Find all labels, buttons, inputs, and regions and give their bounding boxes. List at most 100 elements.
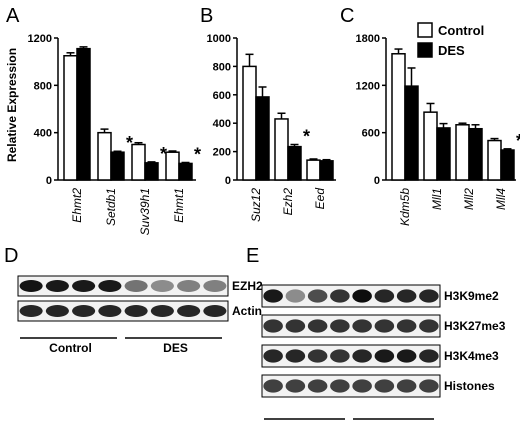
bar-des (144, 162, 159, 181)
bar-des (404, 85, 419, 181)
bar-control (97, 131, 112, 181)
bar-des (500, 149, 515, 181)
bar-control (165, 151, 180, 181)
blot-band (396, 319, 417, 333)
y-tick-label: 600 (362, 128, 380, 140)
blot-band (263, 289, 283, 303)
blot-band (124, 280, 148, 292)
blot-row-label: H3K27me3 (444, 319, 506, 333)
legend: Control DES (417, 22, 484, 58)
blot-band (177, 280, 201, 292)
category-label: Mll4 (494, 188, 508, 210)
blot-band (285, 289, 306, 303)
group-label: Control (49, 341, 92, 355)
bar-control (242, 65, 257, 181)
blot-band (203, 280, 227, 292)
category-label: Mll2 (462, 188, 476, 210)
bar-des (110, 151, 125, 181)
blot-band (330, 349, 350, 363)
blot-strip (261, 374, 441, 398)
blot-band (19, 280, 43, 292)
blot-band (45, 280, 69, 292)
blot-band (352, 319, 372, 333)
significance-star: * (160, 144, 167, 164)
bar-des (319, 160, 334, 181)
blot-band (72, 305, 96, 317)
western-blot-e: H3K9me2H3K27me3H3K4me3HistonesControlDES (261, 284, 506, 428)
bar-control (423, 111, 438, 181)
blot-band (374, 349, 395, 363)
blot-band (374, 379, 395, 393)
blot-band (98, 305, 122, 317)
blot-band (72, 280, 96, 292)
blot-strip (17, 275, 229, 297)
blot-band (419, 349, 439, 363)
category-label: Suz12 (249, 188, 263, 222)
blot-strip (261, 344, 441, 368)
blot-band (396, 379, 417, 393)
bar-control (391, 53, 406, 181)
bar-control (487, 139, 502, 181)
blot-band (352, 379, 372, 393)
blot-band (307, 349, 328, 363)
panel-label-c: C (340, 5, 354, 27)
bar-control (306, 159, 321, 181)
y-tick-label: 0 (374, 175, 380, 187)
blot-band (285, 379, 306, 393)
y-tick-label: 600 (213, 90, 231, 102)
blot-band (285, 319, 306, 333)
blot-band (396, 349, 417, 363)
blot-band (374, 289, 395, 303)
chart-panel-c: 0 600 1200 1800 Kdm5b Mll1 Mll2 * Mll4 (356, 33, 520, 226)
panel-label-a: A (6, 5, 20, 27)
category-label: Kdm5b (398, 188, 412, 226)
blot-band (150, 305, 174, 317)
bar-des (287, 145, 302, 181)
panel-label-b: B (200, 5, 213, 27)
legend-label-control: Control (438, 23, 484, 38)
blot-band (263, 379, 283, 393)
bar-des (255, 96, 270, 181)
y-tick-label: 1200 (28, 33, 52, 45)
blot-strip (17, 300, 229, 322)
bar-des (178, 162, 193, 181)
significance-star: * (516, 131, 520, 151)
y-tick-label: 800 (213, 61, 231, 73)
blot-band (330, 289, 350, 303)
blot-band (263, 349, 283, 363)
y-tick-label: 0 (225, 175, 231, 187)
chart-panel-a: 0 400 800 1200 Ehmt2 * Setdb1 * Suv39h1 * Ehmt1 (28, 33, 202, 235)
blot-band (124, 305, 148, 317)
blot-band (419, 319, 439, 333)
category-label: Mll1 (430, 188, 444, 210)
blot-band (150, 280, 174, 292)
blot-band (352, 289, 372, 303)
blot-band (98, 280, 122, 292)
bar-control (455, 124, 470, 181)
category-label: Setdb1 (104, 188, 118, 226)
bar-control (274, 118, 289, 181)
y-axis-label: Relative Expression (5, 48, 19, 162)
y-tick-label: 400 (34, 128, 52, 140)
blot-row-label: Histones (444, 379, 495, 393)
legend-swatch-des (417, 42, 433, 58)
blot-band (419, 379, 439, 393)
panel-label-d: D (4, 245, 18, 267)
category-label: Ehmt1 (172, 188, 186, 223)
blot-row-label: EZH2 (232, 279, 263, 293)
bar-des (468, 127, 483, 181)
blot-band (19, 305, 43, 317)
blot-row-label: H3K4me3 (444, 349, 499, 363)
panel-label-e: E (246, 245, 259, 267)
legend-label-des: DES (438, 43, 465, 58)
blot-band (177, 305, 201, 317)
significance-star: * (126, 133, 133, 153)
blot-strip (261, 314, 441, 338)
y-tick-label: 1000 (207, 33, 231, 45)
y-tick-label: 400 (213, 118, 231, 130)
blot-band (307, 289, 328, 303)
category-label: Eed (313, 188, 327, 210)
bar-control (131, 143, 146, 181)
y-tick-label: 1200 (356, 80, 380, 92)
